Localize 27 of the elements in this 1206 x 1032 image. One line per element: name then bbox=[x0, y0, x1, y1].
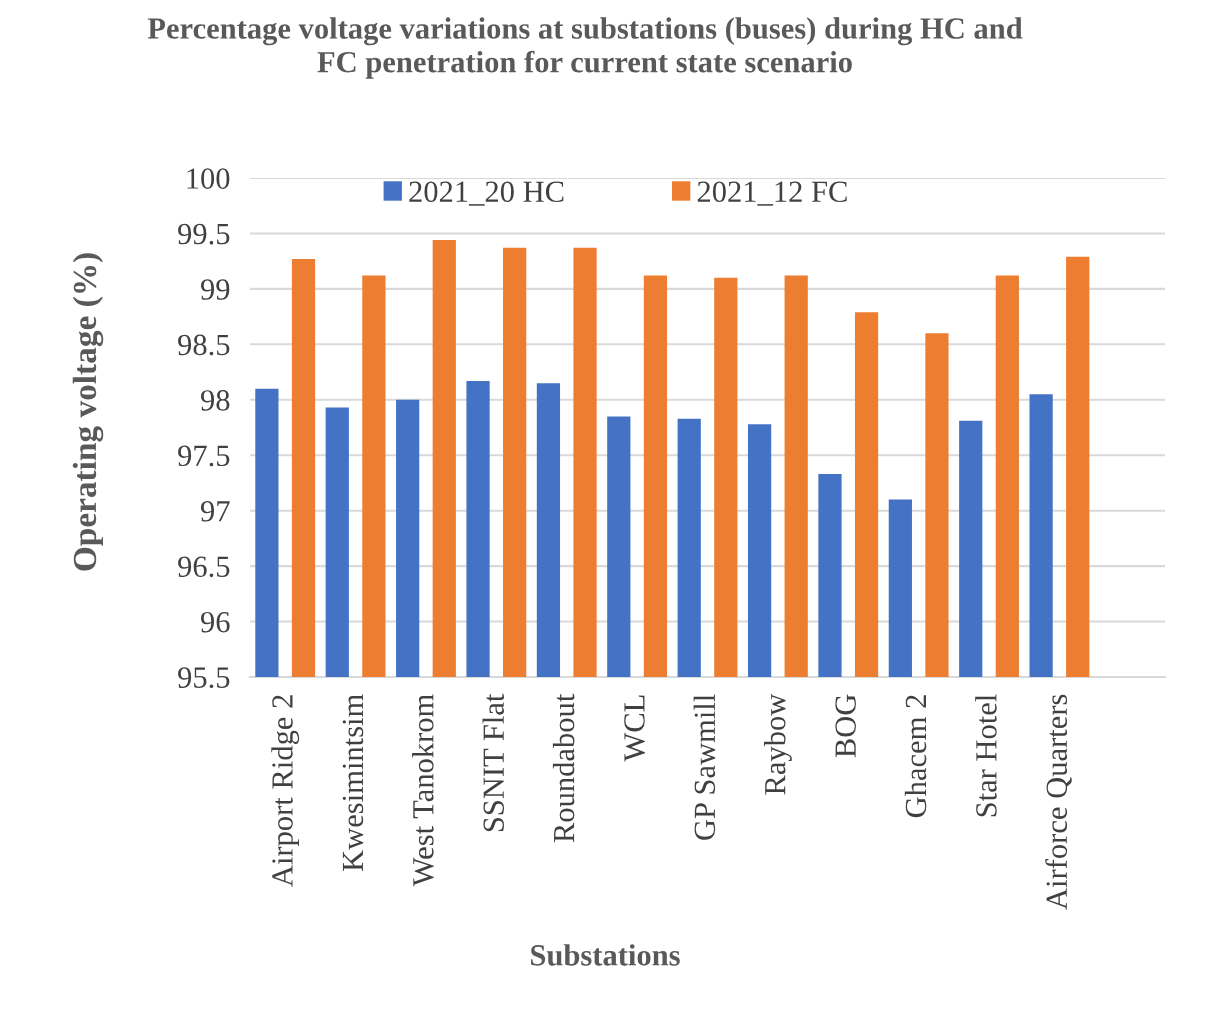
y-tick-label: 96.5 bbox=[178, 556, 230, 578]
y-tick-label: 98.5 bbox=[178, 334, 230, 356]
x-tick-label: GP Sawmill bbox=[693, 694, 716, 840]
y-tick-label: 97 bbox=[200, 501, 230, 522]
y-tick-label: 99.5 bbox=[178, 223, 230, 245]
y-tick-label: 97.5 bbox=[178, 445, 230, 467]
y-tick-label: 98 bbox=[200, 390, 230, 411]
x-tick-label: Airforce Quarters bbox=[1045, 694, 1072, 910]
y-axis-title: Operating voltage (%) bbox=[72, 253, 104, 571]
x-tick-label: SSNIT Flat bbox=[482, 693, 504, 832]
x-axis-title: Substations bbox=[531, 944, 680, 966]
legend-label: 2021_12 FC bbox=[697, 181, 847, 206]
y-tick-label: 96 bbox=[200, 611, 230, 633]
x-tick-label: Airport Ridge 2 bbox=[271, 695, 300, 887]
x-tick-label: Roundabout bbox=[552, 693, 575, 843]
y-tick-label: 95.5 bbox=[178, 667, 230, 689]
chart-title: Percentage voltage variations at substations (buses) during HC and FC penetration for current state scenario bbox=[147, 17, 1023, 79]
x-tick-label: WCL bbox=[624, 695, 645, 762]
x-tick-label: Kwesimintsim bbox=[342, 694, 364, 872]
y-tick-label: 99 bbox=[200, 279, 230, 300]
legend-label: 2021_20 HC bbox=[409, 181, 564, 206]
x-tick-label: Raybow bbox=[763, 693, 792, 795]
x-tick-label: Ghacem 2 bbox=[904, 695, 927, 818]
x-tick-label: BOG bbox=[835, 694, 856, 758]
x-tick-label: Star Hotel bbox=[975, 694, 997, 817]
y-tick-label: 100 bbox=[187, 168, 230, 189]
x-tick-label: West Tanokrom bbox=[412, 694, 434, 887]
